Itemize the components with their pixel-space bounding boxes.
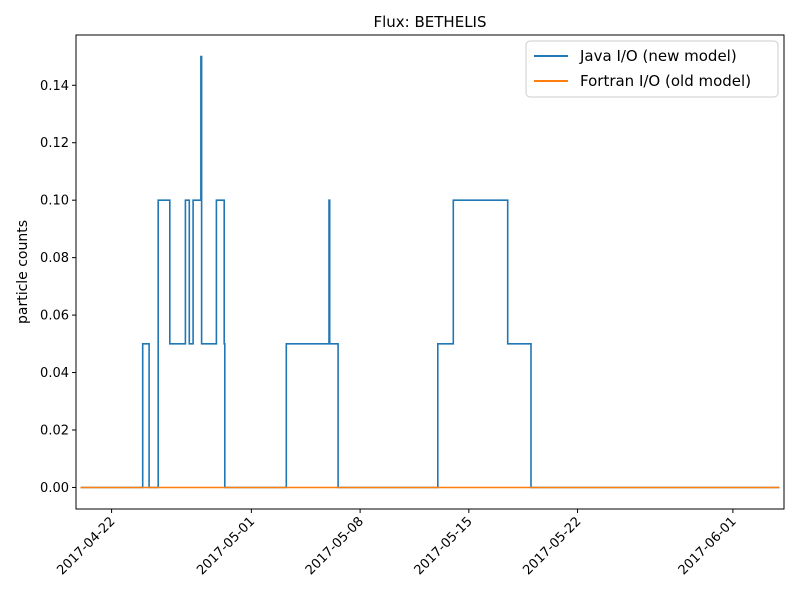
y-tick-label: 0.04 bbox=[40, 366, 69, 381]
y-tick-label: 0.06 bbox=[40, 309, 69, 324]
y-tick-label: 0.00 bbox=[40, 481, 69, 496]
y-tick-label: 0.14 bbox=[40, 79, 69, 94]
series-line-java bbox=[80, 55, 780, 489]
y-tick-label: 0.02 bbox=[40, 424, 69, 439]
chart-title: Flux: BETHELIS bbox=[374, 13, 487, 31]
legend-label-fortran: Fortran I/O (old model) bbox=[580, 72, 751, 90]
y-tick-label: 0.10 bbox=[40, 194, 69, 209]
y-axis-ticks: 0.00 0.02 0.04 0.06 0.08 0.10 0.12 0.14 bbox=[40, 79, 76, 496]
y-tick-label: 0.08 bbox=[40, 251, 69, 266]
plot-frame bbox=[75, 34, 785, 510]
legend-label-java: Java I/O (new model) bbox=[579, 47, 737, 65]
plot-area bbox=[80, 55, 780, 489]
legend-box bbox=[525, 40, 779, 98]
y-tick-label: 0.12 bbox=[40, 136, 69, 151]
y-axis-label: particle counts bbox=[15, 220, 31, 324]
legend: Java I/O (new model) Fortran I/O (old mo… bbox=[525, 40, 779, 98]
